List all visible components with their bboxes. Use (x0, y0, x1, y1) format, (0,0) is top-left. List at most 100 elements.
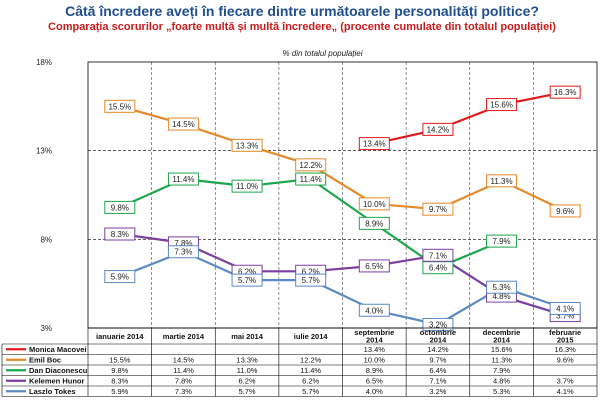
table-cell: 15.5% (109, 356, 131, 365)
data-label: 14.5% (172, 120, 195, 129)
data-label: 5.7% (238, 276, 256, 285)
table-cell: 4.1% (557, 387, 574, 396)
data-label-box (486, 174, 518, 188)
table-cell: 3.2% (429, 387, 446, 396)
data-label-box (422, 202, 454, 216)
data-label: 6.2% (238, 267, 256, 276)
data-table: ianuarie 2014 martie 2014 mai 2014 iulie 20… (1, 327, 598, 397)
y-axis-label: % din totalul populației (282, 49, 362, 58)
data-label: 11.3% (491, 177, 513, 186)
table-cell: 11.4% (173, 366, 194, 375)
data-label-box (295, 172, 327, 186)
table-cell: 5.7% (239, 387, 256, 396)
table-cell: 6.2% (239, 377, 256, 386)
data-label: 5.9% (111, 273, 129, 282)
data-label: 3.7% (556, 312, 574, 321)
data-label-box (549, 301, 581, 315)
data-label: 7.8% (174, 239, 192, 248)
table-cell: 11.4% (300, 366, 321, 375)
data-label-box (104, 270, 136, 284)
grid (88, 62, 597, 328)
data-label: 13.3% (236, 141, 259, 150)
data-label-box (358, 303, 390, 317)
data-label-box (358, 216, 390, 230)
data-label: 7.3% (174, 248, 192, 257)
data-label-box (295, 273, 327, 287)
series-line-0 (374, 91, 566, 145)
data-label-box (231, 273, 263, 287)
data-label: 9.7% (429, 205, 447, 214)
table-cell: 9.7% (429, 356, 446, 365)
data-label: 16.3% (554, 88, 577, 97)
x-tick-label: 2015 (557, 336, 574, 345)
table-cell: 8.9% (366, 366, 383, 375)
table-cell: 11.0% (237, 366, 258, 375)
y-tick-label: 8% (40, 235, 52, 244)
x-tick-label: 2014 (430, 336, 448, 345)
table-cell: 5.3% (493, 387, 510, 396)
data-label: 11.4% (172, 175, 194, 184)
legend-entry: Monica Macovei (29, 345, 87, 354)
table-cell: 14.5% (173, 356, 195, 365)
table-cell: 13.4% (364, 345, 386, 354)
data-label: 7.9% (492, 237, 510, 246)
data-label: 11.0% (236, 182, 258, 191)
data-label: 13.4% (363, 140, 386, 149)
table-cell: 12.2% (300, 356, 322, 365)
data-label: 11.4% (300, 175, 322, 184)
data-label-box (231, 138, 263, 152)
data-label: 4.0% (365, 306, 383, 315)
table-cell: 13.3% (236, 356, 258, 365)
data-label-box (549, 204, 581, 218)
data-label-box (295, 158, 327, 172)
legend-entry: Dan Diaconescu (29, 366, 88, 375)
data-label: 5.7% (302, 276, 320, 285)
x-tick-label: ianuarie 2014 (96, 332, 144, 341)
data-label: 10.0% (363, 200, 386, 209)
data-label-box (422, 317, 454, 331)
legend-entry: Emil Boc (29, 356, 61, 365)
x-tick-label: mai 2014 (231, 332, 264, 341)
data-label: 7.1% (429, 251, 447, 260)
data-label-box (422, 248, 454, 262)
chart-subtitle: Comparația scorurilor „foarte multă și m… (48, 21, 556, 33)
x-tick-label: decembrie (483, 328, 521, 337)
data-label: 8.9% (365, 219, 383, 228)
y-tick-label: 3% (40, 324, 52, 333)
data-label-box (104, 99, 136, 113)
data-label-box (486, 234, 518, 248)
data-label: 9.6% (556, 207, 574, 216)
data-label-box (358, 259, 390, 273)
table-cell: 15.6% (491, 345, 513, 354)
y-tick-label: 18% (36, 58, 52, 67)
table-cell: 10.0% (364, 356, 386, 365)
data-label: 3.2% (429, 320, 447, 329)
data-label-box (104, 227, 136, 241)
table-cell: 6.2% (302, 377, 319, 386)
data-label: 8.3% (111, 230, 129, 239)
data-label-box (358, 197, 390, 211)
x-tick-label: iulie 2014 (294, 332, 329, 341)
x-tick-label: februarie (549, 328, 581, 337)
data-label: 14.2% (427, 125, 450, 134)
table-cell: 9.8% (111, 366, 128, 375)
legend-entry: Kelemen Hunor (29, 377, 85, 386)
table-cell: 4.0% (366, 387, 383, 396)
y-tick-label: 13% (36, 147, 52, 156)
table-cell: 6.5% (366, 377, 383, 386)
table-cell: 16.3% (555, 345, 577, 354)
x-tick-label: martie 2014 (163, 332, 205, 341)
table-cell: 7.9% (493, 366, 510, 375)
data-label-box (549, 85, 581, 99)
data-label: 6.4% (429, 264, 447, 273)
x-tick-label: 2014 (493, 336, 511, 345)
table-cell: 7.3% (175, 387, 192, 396)
table-cell: 5.9% (111, 387, 128, 396)
x-tick-label: septembrie (354, 328, 394, 337)
chart-title: Câtă încredere aveți în fiecare dintre u… (65, 3, 539, 19)
table-cell: 6.4% (429, 366, 446, 375)
data-label-box (486, 280, 518, 294)
data-label: 6.2% (302, 267, 320, 276)
data-label: 6.5% (365, 262, 383, 271)
data-label-box (104, 200, 136, 214)
